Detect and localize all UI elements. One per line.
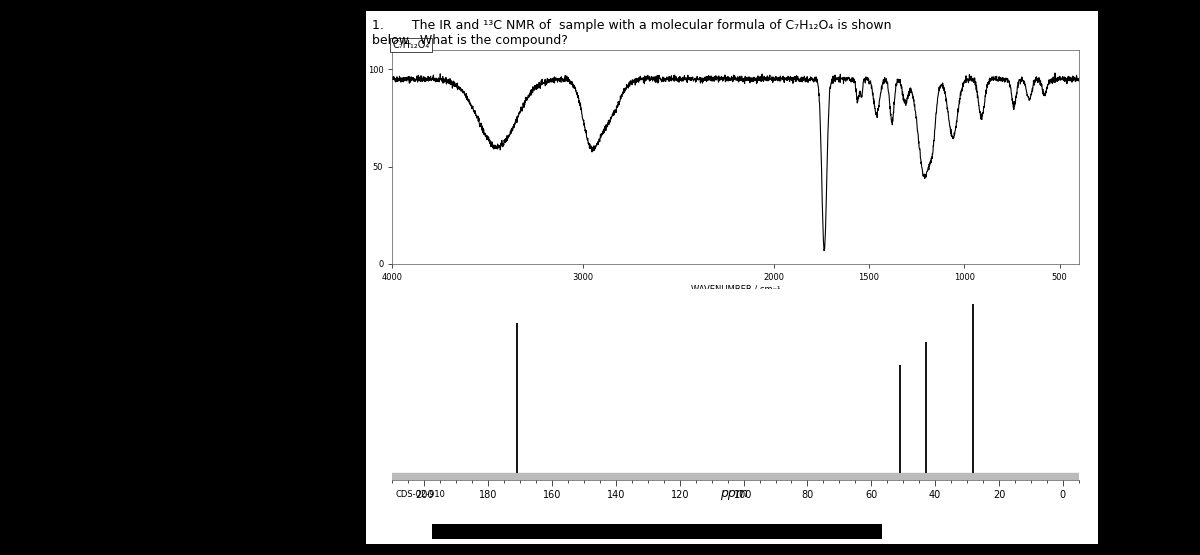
Text: ppm: ppm — [720, 487, 748, 500]
Y-axis label: TRANSMITTANCE (%): TRANSMITTANCE (%) — [360, 120, 366, 193]
Text: 1.       The IR and ¹³C NMR of  sample with a molecular formula of C₇H₁₂O₄ is sh: 1. The IR and ¹³C NMR of sample with a m… — [372, 19, 892, 47]
Text: CDS-02-910: CDS-02-910 — [396, 490, 446, 499]
X-axis label: WAVENUMBER / cm⁻¹: WAVENUMBER / cm⁻¹ — [691, 284, 780, 294]
Bar — [392, 473, 1079, 480]
Text: C₇H₁₂O₄: C₇H₁₂O₄ — [392, 40, 430, 50]
